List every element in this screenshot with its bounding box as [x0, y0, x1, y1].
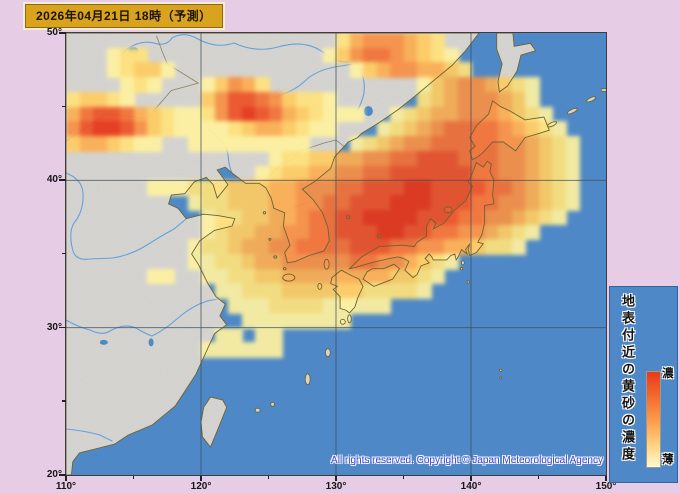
island-okinawa [305, 374, 310, 385]
land-sakhalin [497, 33, 536, 92]
legend-panel: 地表付近の黄砂の濃度 濃 薄 [609, 286, 678, 483]
lon-major-tick [470, 476, 472, 481]
lon-axis-label: 140° [454, 481, 488, 492]
island-izu-1 [461, 261, 464, 265]
island-korea-west-2 [274, 256, 277, 258]
island-sado [444, 207, 452, 213]
land-mainland-asia [66, 33, 479, 475]
legend-gradient-bar [646, 371, 661, 468]
island-tsushima [324, 259, 329, 269]
map-canvas: All rights reserved. Copyright © Japan M… [65, 32, 607, 476]
land-taiwan [201, 397, 227, 447]
island-yakushima [340, 319, 345, 324]
lat-axis-label: 20° [28, 469, 62, 480]
lon-minor-tick [403, 476, 404, 479]
lon-minor-tick [133, 476, 134, 479]
lat-axis-label: 50° [28, 27, 62, 38]
island-amami [325, 349, 330, 357]
island-goto [318, 283, 322, 289]
land-honshu [350, 161, 494, 277]
legend-dense-label: 濃 [662, 365, 674, 381]
lon-major-tick [65, 476, 67, 481]
lat-axis-label: 30° [28, 322, 62, 333]
lon-minor-tick [268, 476, 269, 479]
land-shikoku [363, 264, 400, 286]
island-oki [377, 235, 381, 238]
copyright-text: All rights reserved. Copyright © Japan M… [331, 455, 603, 466]
island-korea-west-4 [269, 238, 271, 240]
lat-axis-label: 40° [28, 174, 62, 185]
lon-axis-label: 110° [49, 481, 83, 492]
legend-title: 地表付近の黄砂の濃度 [618, 294, 637, 476]
legend-thin-label: 薄 [662, 451, 674, 467]
island-izu-3 [467, 281, 469, 283]
forecast-datetime-badge: 2026年04月21日 18時（予測） [25, 4, 223, 28]
island-ishigaki [255, 408, 260, 412]
lon-major-tick [605, 476, 607, 481]
lon-axis-label: 130° [319, 481, 353, 492]
island-ogasawara-2 [500, 377, 502, 379]
kosa-forecast-screen: 2026年04月21日 18時（予測） [0, 0, 680, 494]
lon-major-tick [335, 476, 337, 481]
island-izu-2 [460, 268, 462, 270]
lat-major-tick [59, 327, 66, 329]
land-kyushu [331, 270, 363, 313]
island-korea-west-1 [263, 212, 265, 214]
lat-major-tick [59, 32, 66, 34]
island-jeju [283, 274, 295, 281]
island-tanegashima [348, 315, 352, 323]
island-kuril-3 [586, 96, 597, 103]
map-overlay-lines [66, 33, 606, 475]
land-hokkaido [470, 101, 550, 160]
lon-minor-tick [538, 476, 539, 479]
island-ulleung [347, 216, 350, 219]
island-miyako [271, 402, 275, 406]
lat-major-tick [59, 179, 66, 181]
lon-major-tick [200, 476, 202, 481]
island-korea-west-3 [283, 268, 286, 270]
island-kuril-4 [601, 89, 606, 92]
forecast-datetime-text: 2026年04月21日 18時（予測） [36, 7, 212, 24]
island-kuril-2 [567, 107, 578, 115]
lon-axis-label: 120° [184, 481, 218, 492]
island-ogasawara-1 [500, 369, 502, 371]
island-kuril-1 [547, 121, 558, 128]
